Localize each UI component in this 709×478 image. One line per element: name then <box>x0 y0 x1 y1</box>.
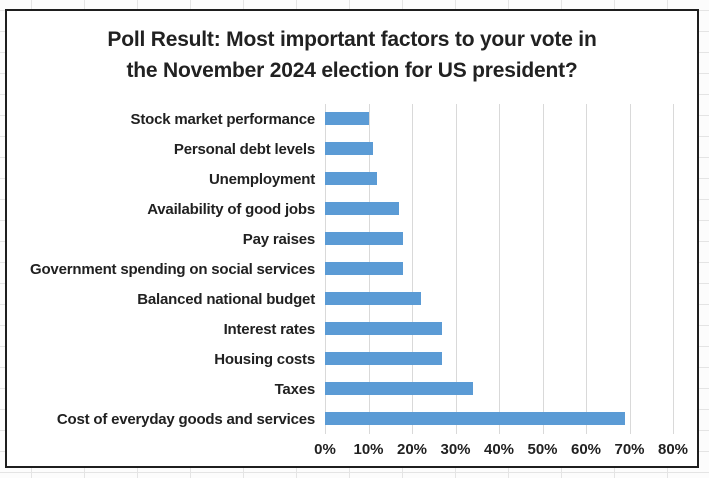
category-label: Government spending on social services <box>30 260 315 278</box>
x-tick-label: 40% <box>483 441 515 458</box>
x-tick-label: 80% <box>657 441 689 458</box>
bar-row <box>325 164 673 194</box>
gridline-70% <box>629 104 631 434</box>
gridline-60% <box>586 104 587 434</box>
category-label: Personal debt levels <box>173 140 315 158</box>
bar-row <box>325 224 673 254</box>
bar-row <box>325 134 673 164</box>
category-label: Unemployment <box>209 170 315 188</box>
bar-housing-costs <box>325 352 443 365</box>
category-label: Pay raises <box>242 230 315 248</box>
category-label: Cost of everyday goods and services <box>56 410 315 428</box>
value-axis: 0% 10% 20% 30% 40% 50% 60% 70% 80% <box>314 441 688 463</box>
x-tick-label: 30% <box>440 441 471 458</box>
x-tick-label: 50% <box>527 441 558 458</box>
x-tick-label: 10% <box>353 441 384 458</box>
category-label: Housing costs <box>214 350 315 368</box>
bar-stock-market-performance <box>325 112 369 125</box>
x-tick-label: 20% <box>396 441 428 458</box>
bar-row <box>325 284 673 314</box>
bar-government-spending-on-social-services <box>325 262 404 275</box>
bar-row <box>325 404 673 434</box>
chart-title-line-2: the November 2024 election for US presid… <box>126 59 578 82</box>
bar-interest-rates <box>325 322 443 335</box>
category-label: Stock market performance <box>130 110 316 128</box>
bar-balanced-national-budget <box>325 292 421 305</box>
bar-personal-debt-levels <box>325 142 373 155</box>
bar-row <box>325 254 673 284</box>
gridline-50% <box>542 104 544 434</box>
chart-title-line-1: Poll Result: Most important factors to y… <box>107 28 597 51</box>
bar-cost-of-everyday-goods-and-services <box>325 412 626 425</box>
bar-row <box>325 344 673 374</box>
chart-title: Poll Result: Most important factors to y… <box>7 24 697 86</box>
category-label: Interest rates <box>223 320 316 338</box>
bar-pay-raises <box>325 232 404 245</box>
bar-availability-of-good-jobs <box>325 202 399 215</box>
bar-row <box>325 374 673 404</box>
gridline-80% <box>673 104 674 434</box>
category-label: Taxes <box>274 380 316 398</box>
bar-taxes <box>325 382 473 395</box>
bar-row <box>325 104 673 134</box>
x-tick-label: 0% <box>314 441 336 458</box>
category-axis: Stock market performance Personal debt le… <box>9 104 315 434</box>
gridline-20% <box>412 104 413 434</box>
x-tick-label: 70% <box>614 441 645 458</box>
plot-area <box>325 104 674 434</box>
category-label: Balanced national budget <box>137 290 315 308</box>
bar-unemployment <box>325 172 378 185</box>
category-label: Availability of good jobs <box>147 200 315 218</box>
gridline-30% <box>455 104 457 434</box>
chart-container: Poll Result: Most important factors to y… <box>5 9 699 468</box>
gridline-40% <box>499 104 500 434</box>
x-tick-label: 60% <box>570 441 602 458</box>
bar-row <box>325 314 673 344</box>
bar-row <box>325 194 673 224</box>
